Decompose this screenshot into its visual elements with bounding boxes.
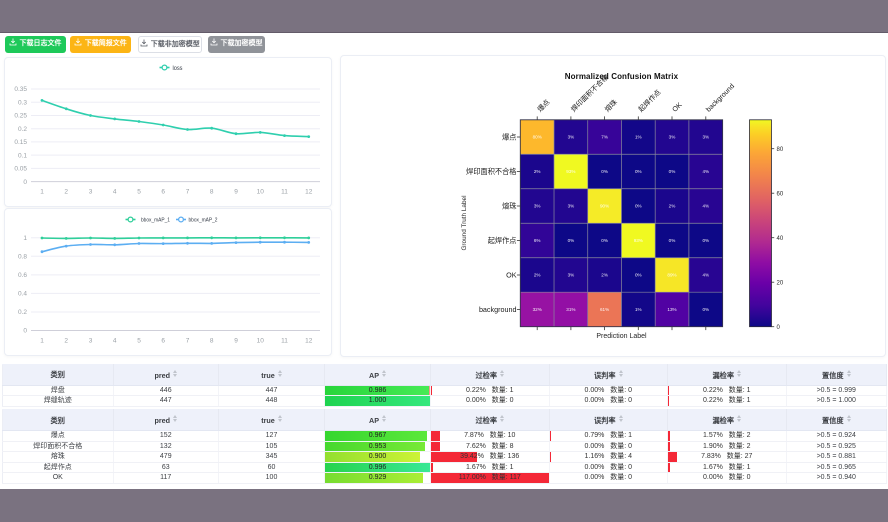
- svg-text:3%: 3%: [669, 135, 676, 140]
- svg-text:3%: 3%: [568, 273, 575, 278]
- svg-text:0%: 0%: [635, 273, 642, 278]
- svg-text:4%: 4%: [702, 204, 709, 209]
- svg-text:8: 8: [210, 189, 214, 196]
- svg-text:0.2: 0.2: [18, 309, 27, 316]
- svg-text:0.1: 0.1: [18, 152, 27, 159]
- svg-text:89%: 89%: [667, 273, 676, 278]
- svg-text:80%: 80%: [533, 135, 542, 140]
- svg-text:4: 4: [113, 338, 117, 345]
- svg-text:0%: 0%: [669, 238, 676, 243]
- svg-text:6%: 6%: [534, 238, 541, 243]
- svg-text:2%: 2%: [669, 204, 676, 209]
- svg-text:0.6: 0.6: [18, 272, 27, 279]
- svg-text:3: 3: [89, 338, 93, 345]
- svg-text:93%: 93%: [566, 169, 575, 174]
- svg-text:爆点: 爆点: [502, 133, 516, 142]
- svg-text:11: 11: [281, 189, 288, 196]
- svg-text:1%: 1%: [635, 307, 642, 312]
- svg-text:1: 1: [40, 338, 44, 345]
- svg-text:0.3: 0.3: [18, 99, 27, 106]
- svg-text:0%: 0%: [669, 169, 676, 174]
- svg-text:12: 12: [305, 189, 313, 196]
- svg-text:0%: 0%: [702, 238, 709, 243]
- svg-text:0.4: 0.4: [18, 291, 27, 298]
- svg-text:0.35: 0.35: [14, 86, 27, 93]
- svg-text:10: 10: [257, 338, 265, 345]
- svg-text:0.25: 0.25: [14, 113, 27, 120]
- svg-text:2: 2: [64, 189, 68, 196]
- svg-text:11: 11: [281, 338, 288, 345]
- svg-text:0%: 0%: [601, 169, 608, 174]
- svg-text:31%: 31%: [566, 307, 575, 312]
- svg-text:7: 7: [186, 338, 190, 345]
- svg-text:8: 8: [210, 338, 214, 345]
- svg-text:bbox_mAP_1: bbox_mAP_1: [141, 218, 170, 224]
- svg-text:3%: 3%: [534, 204, 541, 209]
- svg-text:2: 2: [64, 338, 68, 345]
- svg-text:5: 5: [137, 338, 141, 345]
- svg-text:熔珠: 熔珠: [502, 202, 517, 211]
- svg-text:1: 1: [23, 235, 27, 242]
- svg-text:0: 0: [777, 325, 781, 331]
- svg-text:2%: 2%: [534, 273, 541, 278]
- svg-text:12: 12: [305, 338, 313, 345]
- svg-text:90%: 90%: [600, 204, 609, 209]
- svg-text:93%: 93%: [634, 238, 643, 243]
- svg-text:40: 40: [777, 236, 784, 242]
- svg-text:20: 20: [777, 281, 784, 287]
- svg-text:0%: 0%: [635, 204, 642, 209]
- svg-text:loss: loss: [173, 65, 183, 72]
- svg-text:4: 4: [113, 189, 117, 196]
- svg-text:0%: 0%: [635, 169, 642, 174]
- svg-text:3%: 3%: [702, 135, 709, 140]
- svg-text:3%: 3%: [568, 135, 575, 140]
- svg-text:3: 3: [89, 189, 93, 196]
- svg-text:bbox_mAP_2: bbox_mAP_2: [189, 218, 218, 224]
- svg-text:80: 80: [777, 147, 784, 153]
- svg-text:32%: 32%: [533, 307, 542, 312]
- svg-text:6: 6: [161, 189, 165, 196]
- svg-text:0: 0: [23, 179, 27, 186]
- svg-text:10: 10: [257, 189, 265, 196]
- svg-text:2%: 2%: [601, 273, 608, 278]
- svg-text:0%: 0%: [568, 238, 575, 243]
- svg-text:9: 9: [234, 189, 238, 196]
- svg-text:3%: 3%: [568, 204, 575, 209]
- svg-text:2%: 2%: [534, 169, 541, 174]
- svg-text:0%: 0%: [601, 238, 608, 243]
- svg-text:0.8: 0.8: [18, 254, 27, 261]
- svg-text:background: background: [479, 305, 517, 314]
- svg-text:起焊作点: 起焊作点: [488, 236, 517, 245]
- svg-text:焊印面积不合格: 焊印面积不合格: [466, 167, 517, 176]
- svg-text:1%: 1%: [635, 135, 642, 140]
- svg-text:6: 6: [161, 338, 165, 345]
- svg-text:60: 60: [777, 192, 784, 198]
- svg-text:1: 1: [40, 189, 44, 196]
- svg-text:13%: 13%: [667, 307, 676, 312]
- svg-text:7: 7: [186, 189, 190, 196]
- svg-text:4%: 4%: [702, 273, 709, 278]
- svg-text:9: 9: [234, 338, 238, 345]
- svg-text:OK: OK: [506, 271, 517, 280]
- svg-text:0%: 0%: [702, 307, 709, 312]
- svg-text:7%: 7%: [601, 135, 608, 140]
- svg-text:4%: 4%: [702, 169, 709, 174]
- svg-text:5: 5: [137, 189, 141, 196]
- svg-text:61%: 61%: [600, 307, 609, 312]
- svg-text:0.2: 0.2: [18, 126, 27, 133]
- svg-text:0: 0: [23, 328, 27, 335]
- svg-text:0.05: 0.05: [14, 166, 27, 173]
- svg-text:0.15: 0.15: [14, 139, 27, 146]
